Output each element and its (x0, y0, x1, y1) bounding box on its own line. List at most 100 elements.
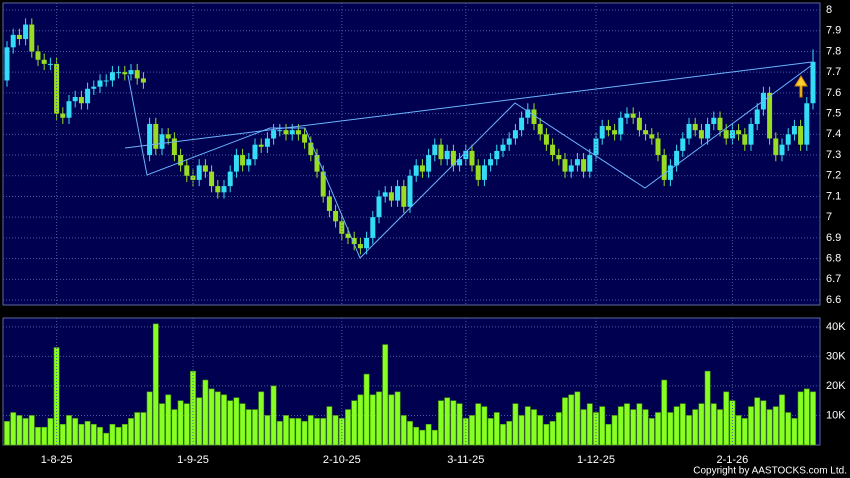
volume-bar (531, 409, 537, 446)
volume-bar (332, 415, 339, 446)
candle-body (680, 138, 686, 151)
volume-bar (351, 400, 358, 446)
volume-bar (493, 412, 500, 446)
candle-body (364, 237, 370, 249)
candle-body (345, 233, 351, 238)
candle-body (568, 165, 574, 172)
candle-body (165, 134, 171, 139)
copyright: Copyright by AASTOCKS.com Ltd. (693, 466, 847, 477)
signal-arrow (794, 75, 808, 98)
candle-body (426, 155, 432, 172)
candle-body (624, 113, 630, 118)
volume-bar (4, 421, 10, 446)
candle-body (314, 155, 320, 172)
candle-body (636, 117, 642, 131)
volume-bar (115, 426, 122, 446)
volume-bar (103, 432, 110, 446)
volume-bar (214, 391, 221, 446)
volume-bar (97, 426, 103, 446)
candle-body (302, 134, 308, 143)
volume-bar (562, 397, 568, 446)
candle-body (258, 144, 264, 147)
y-tick-label: 7 (826, 211, 832, 223)
candle-body (444, 150, 450, 160)
y-tick-label: 7.8 (826, 45, 841, 57)
candle-body (333, 210, 339, 222)
y-tick-label: 20K (826, 380, 846, 392)
volume-bar (196, 397, 203, 446)
volume-bar (177, 400, 184, 446)
volume-bar (369, 394, 376, 446)
volume-bar (549, 421, 556, 446)
volume-bar (797, 391, 804, 446)
y-tick-label: 7.6 (826, 87, 841, 99)
candle-body (227, 171, 233, 187)
candle-body (308, 142, 314, 156)
candle-body (692, 123, 698, 131)
y-tick-label: 7.3 (826, 149, 841, 161)
volume-bar (295, 418, 302, 446)
volume-bar (686, 415, 692, 446)
marks: 6.6 6.7 6.8 6.9 7 7.1 7.2 7.3 7.4 7.5 7.6 7.7 7.8 7.9… (3, 3, 846, 446)
x-tick-label: 1-8-25 (41, 454, 73, 466)
volume-bar (537, 415, 544, 446)
volume-bar (568, 394, 575, 446)
candle-body (215, 186, 221, 193)
candle-body (66, 101, 72, 118)
candle-body (326, 196, 332, 211)
candle-body (209, 171, 215, 187)
volume-bar (283, 415, 289, 446)
volume-bar (326, 406, 333, 446)
candle-body (432, 144, 438, 156)
volume-bar (500, 424, 506, 446)
volume-bar (72, 418, 79, 446)
candle-body (147, 123, 153, 156)
candle-body (698, 130, 704, 139)
volume-bar (227, 400, 234, 446)
candle-body (481, 165, 487, 180)
volume-bar (469, 415, 475, 446)
candle-body (134, 70, 140, 79)
volume-bar (35, 426, 41, 446)
candle-body (599, 126, 605, 139)
volume-bar (276, 421, 283, 446)
candle-body (475, 165, 481, 180)
candle-body (16, 34, 22, 40)
candle-body (41, 59, 47, 64)
volume-bar (128, 418, 134, 446)
y-tick-label: 7.2 (826, 170, 841, 182)
x-tick-label: 2-1-26 (717, 454, 749, 466)
y-tick-label: 7.7 (826, 66, 841, 78)
x-tick-label: 1-9-25 (177, 454, 209, 466)
volume-bar (785, 412, 792, 446)
volume-bar (165, 394, 172, 446)
volume-bar (456, 403, 463, 446)
candle-body (196, 165, 202, 180)
candle-body (810, 61, 816, 104)
volume-bar (28, 415, 35, 446)
candle-body (767, 92, 773, 139)
candle-body (711, 117, 717, 124)
candle-body (171, 138, 177, 156)
volume-bar (723, 391, 730, 446)
volume-bar (16, 415, 23, 446)
candle-body (4, 47, 10, 81)
candle-body (103, 80, 109, 82)
y-tick-label: 30K (826, 350, 846, 362)
volume-bar (481, 406, 488, 446)
volume-bar (431, 429, 438, 446)
y-tick-label: 7.9 (826, 25, 841, 37)
y-tick-label: 10K (826, 409, 846, 421)
volume-bar (357, 394, 364, 446)
y-tick-label: 6.8 (826, 253, 841, 265)
volume-bar (413, 426, 420, 446)
volume-bar (307, 415, 314, 446)
candle-body (376, 196, 382, 218)
volume-bar (586, 403, 593, 446)
volume-bar (363, 373, 370, 446)
volume-bar (47, 418, 54, 446)
candle-body (519, 117, 525, 131)
candle-body (388, 192, 394, 201)
volume-bar (264, 415, 271, 446)
